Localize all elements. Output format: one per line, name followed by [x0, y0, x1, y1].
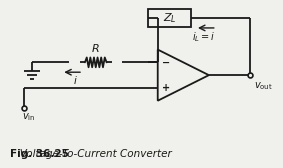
- Text: R: R: [92, 44, 100, 54]
- Text: −: −: [162, 57, 170, 67]
- Text: Fig. 36.25: Fig. 36.25: [10, 149, 69, 159]
- Text: $i_L = i$: $i_L = i$: [192, 30, 216, 44]
- Text: Voltage-To-Current Converter: Voltage-To-Current Converter: [10, 149, 172, 159]
- Text: +: +: [162, 83, 170, 93]
- Text: $i$: $i$: [73, 74, 78, 86]
- Text: $v_{\rm in}$: $v_{\rm in}$: [22, 112, 35, 123]
- Text: $Z_L$: $Z_L$: [163, 11, 176, 25]
- Text: $v_{\rm out}$: $v_{\rm out}$: [254, 80, 273, 92]
- Bar: [148, 9, 191, 27]
